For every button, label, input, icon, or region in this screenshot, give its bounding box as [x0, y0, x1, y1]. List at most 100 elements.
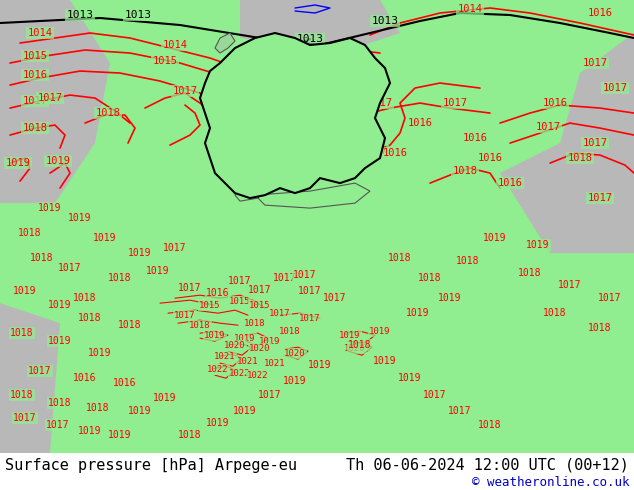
Text: 1019: 1019: [146, 266, 170, 276]
Text: 1014: 1014: [27, 28, 53, 38]
Text: 1019: 1019: [398, 373, 422, 383]
Text: 1022: 1022: [247, 371, 269, 380]
Text: 1017: 1017: [318, 53, 342, 63]
Polygon shape: [0, 0, 110, 203]
Polygon shape: [240, 0, 400, 53]
Polygon shape: [255, 183, 370, 208]
Text: 1016: 1016: [318, 98, 342, 108]
Text: 1019: 1019: [283, 376, 307, 386]
Text: 1019: 1019: [88, 348, 112, 358]
Text: 1018: 1018: [190, 320, 210, 330]
Text: 1016: 1016: [297, 78, 323, 88]
Text: 1017: 1017: [588, 193, 612, 203]
Text: 1019: 1019: [526, 240, 550, 250]
Text: 1016: 1016: [266, 93, 290, 103]
Text: 1017: 1017: [448, 406, 472, 416]
Text: 1019: 1019: [68, 213, 92, 223]
Text: 1018: 1018: [244, 318, 266, 328]
Text: 1015: 1015: [249, 301, 271, 310]
Text: 1021: 1021: [237, 357, 259, 366]
Text: 1019: 1019: [438, 293, 462, 303]
Text: 1017: 1017: [424, 390, 447, 400]
Text: 1021: 1021: [264, 359, 286, 368]
Text: 1017: 1017: [583, 138, 607, 148]
Text: 1018: 1018: [453, 166, 477, 176]
Text: 1016: 1016: [256, 63, 280, 73]
Text: 1018: 1018: [10, 390, 34, 400]
Text: 1019: 1019: [93, 233, 117, 243]
Text: 1019: 1019: [128, 248, 152, 258]
Text: 1018: 1018: [348, 340, 372, 350]
Text: 1019: 1019: [38, 203, 61, 213]
Text: 1017: 1017: [163, 243, 187, 253]
Text: 1017: 1017: [242, 133, 268, 143]
Text: 1018: 1018: [478, 420, 501, 430]
Text: 1018: 1018: [588, 323, 612, 333]
Text: 1019: 1019: [108, 430, 132, 440]
Text: 1017: 1017: [363, 146, 387, 156]
Text: © weatheronline.co.uk: © weatheronline.co.uk: [472, 476, 629, 489]
Text: 1016: 1016: [74, 373, 97, 383]
Text: 1019: 1019: [204, 331, 226, 340]
Text: 1017: 1017: [22, 96, 48, 106]
Text: 1015: 1015: [153, 56, 178, 66]
Text: 1016: 1016: [382, 148, 408, 158]
Text: 1018: 1018: [22, 123, 48, 133]
Text: 1017: 1017: [273, 273, 297, 283]
Text: 1019: 1019: [339, 331, 361, 340]
Text: 1019: 1019: [46, 156, 70, 166]
Polygon shape: [235, 181, 265, 201]
Text: 1016: 1016: [543, 98, 567, 108]
Text: 1019: 1019: [13, 286, 37, 296]
Text: 1022: 1022: [230, 368, 251, 378]
Text: 1018: 1018: [418, 273, 442, 283]
Text: 1020: 1020: [284, 349, 306, 358]
Text: 1018: 1018: [567, 153, 593, 163]
Text: 1016: 1016: [22, 70, 48, 80]
Text: 1017: 1017: [37, 93, 63, 103]
Text: 1019: 1019: [369, 327, 391, 336]
Text: 1017: 1017: [298, 286, 321, 296]
Text: 1018: 1018: [48, 398, 72, 408]
Text: 1018: 1018: [279, 327, 301, 336]
Text: 1018: 1018: [30, 253, 54, 263]
Text: 1017: 1017: [299, 314, 321, 323]
Text: 1018: 1018: [108, 273, 132, 283]
Text: 1016: 1016: [206, 288, 230, 298]
Polygon shape: [215, 33, 235, 53]
Text: 1017: 1017: [269, 153, 295, 163]
Text: 1019: 1019: [153, 393, 177, 403]
Text: 1017: 1017: [172, 86, 198, 96]
Text: 1016: 1016: [216, 88, 240, 98]
Text: 1019: 1019: [259, 337, 281, 345]
Polygon shape: [0, 303, 60, 453]
Text: 1019: 1019: [48, 300, 72, 310]
Text: 1015: 1015: [22, 51, 48, 61]
Text: 1017: 1017: [294, 270, 317, 280]
Text: 1019: 1019: [234, 334, 256, 343]
Polygon shape: [200, 33, 390, 198]
Text: 1022: 1022: [207, 365, 229, 374]
Text: 1017: 1017: [368, 98, 392, 108]
Text: Th 06-06-2024 12:00 UTC (00+12): Th 06-06-2024 12:00 UTC (00+12): [346, 458, 629, 473]
Text: 1016: 1016: [408, 118, 432, 128]
Text: 1019: 1019: [233, 406, 257, 416]
Text: 1017: 1017: [443, 98, 467, 108]
Text: 1014: 1014: [162, 40, 188, 50]
Text: 1017: 1017: [228, 276, 252, 286]
Text: 1018: 1018: [10, 328, 34, 338]
Text: Surface pressure [hPa] Arpege-eu: Surface pressure [hPa] Arpege-eu: [5, 458, 297, 473]
Text: 1021: 1021: [214, 352, 236, 361]
Text: 1017: 1017: [249, 285, 272, 295]
Text: 1017: 1017: [323, 293, 347, 303]
Text: 1017: 1017: [602, 83, 628, 93]
Text: 1019: 1019: [128, 406, 152, 416]
Text: 1016: 1016: [287, 108, 313, 118]
Text: 1013: 1013: [67, 10, 93, 20]
Text: 1018: 1018: [74, 293, 97, 303]
Text: 1013: 1013: [297, 34, 323, 44]
Text: 1020: 1020: [249, 343, 271, 353]
Text: 1016: 1016: [462, 133, 488, 143]
Text: 1016: 1016: [113, 378, 137, 388]
Text: 1016: 1016: [347, 110, 373, 120]
